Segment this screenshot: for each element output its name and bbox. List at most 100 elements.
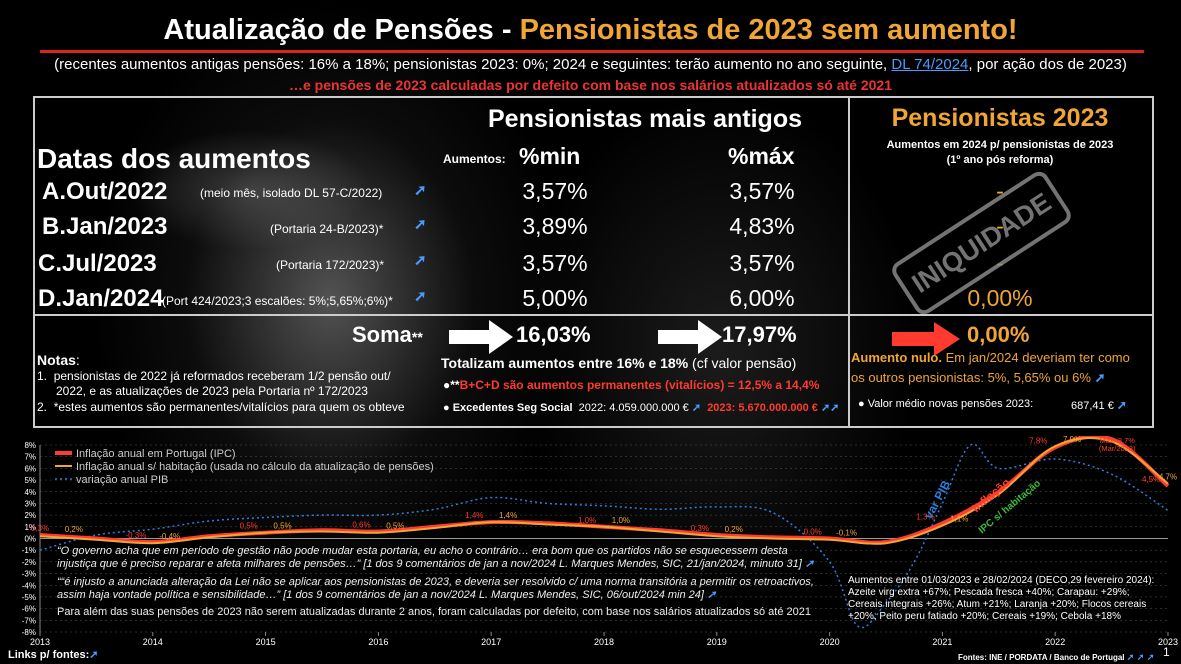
x-tick-label: 2019 — [707, 637, 727, 647]
surplus-2022: 2022: 4.059.000.000 € — [578, 402, 689, 414]
quote-1-link-icon[interactable]: ➚ — [804, 558, 815, 570]
note-1: 1. pensionistas de 2022 já reformados re… — [37, 369, 391, 383]
title-underline — [40, 50, 1144, 53]
prices-line-2: Azeite virg extra +67%; Pescada fresca +… — [848, 587, 1130, 598]
y-tick-label: 0% — [24, 535, 36, 544]
row-d-label: D.Jan/2024 — [38, 285, 164, 312]
y-tick-label: -7% — [22, 616, 36, 625]
new-pensioners-subheader-2: (1º ano pós reforma) — [946, 154, 1054, 166]
surplus-2023-link-icon[interactable]: ➚➚ — [820, 402, 840, 414]
soma-stars: ** — [411, 329, 423, 345]
page-number: 1 — [1163, 645, 1170, 659]
chart-point-labels: 0,3% 0,2% -0,3% -0,4% 0,5% 0,5% 0,6% 0,5% 1,4% 1,… — [31, 436, 1177, 541]
quote-1-line2-wrap: injustiça que é preciso reparar e afeta … — [57, 558, 814, 571]
row-c-max: 3,57% — [729, 250, 795, 276]
quote-2-line2-wrap: assim haja vontade política e sensibilid… — [57, 589, 716, 602]
data-label: 0,3% — [31, 524, 49, 533]
total-line: Totalizam aumentos entre 16% e 18% (cf v… — [441, 355, 796, 371]
soma-max: 17,97% — [722, 322, 797, 347]
y-tick-label: 3% — [24, 499, 36, 508]
data-label: 1,0% — [612, 516, 630, 525]
footer-link-icon[interactable]: ➚ — [89, 649, 99, 661]
row-b-ref: (Portaria 24-B/2023)* — [270, 222, 384, 236]
y-tick-label: -2% — [22, 558, 36, 567]
title-part2: Pensionistas de 2023 sem aumento! — [519, 14, 1018, 46]
null-increase-label: Aumento nulo. — [851, 350, 942, 365]
null-increase-link-icon[interactable]: ➚ — [1094, 370, 1106, 385]
inflation-gdp-chart: 8% 7% 6% 5% 4% 3% 2% 1% 0% -1% -2% -3% -4% -5% -6% -7% -… — [22, 436, 1178, 647]
null-increase-text2: os outros pensionistas: 5%, 5,65% ou 6% — [851, 370, 1091, 385]
prices-line-3: Cereais integrais +26%; Atum +21%; Laran… — [848, 599, 1147, 610]
data-label: 1,4% — [465, 511, 483, 520]
data-label: -0,1% — [836, 529, 857, 538]
title-part1: Atualização de Pensões - — [163, 14, 520, 46]
prices-line-1: Aumentos entre 01/03/2023 e 28/02/2024 (… — [848, 575, 1155, 586]
row-a-label: A.Out/2022 — [42, 178, 168, 205]
row-a-ref: (meio mês, isolado DL 57-C/2022) — [200, 186, 383, 200]
note-1-line1: pensionistas de 2022 já reformados receb… — [53, 369, 391, 383]
subtitle-text-before: (recentes aumentos antigas pensões: 16% … — [54, 56, 892, 73]
max-header: %máx — [728, 143, 795, 169]
row-c-min: 3,57% — [522, 250, 588, 276]
x-tick-label: 2017 — [481, 637, 501, 647]
avg-pension-label: Valor médio novas pensões 2023: — [867, 398, 1034, 410]
legend-label: Inflação anual s/ habitação (usada no cá… — [76, 461, 434, 473]
notes-title-text: Notas — [37, 352, 76, 368]
y-tick-label: -6% — [22, 605, 36, 614]
row-c-link-icon[interactable]: ➚ — [414, 252, 427, 269]
row-c-label: C.Jul/2023 — [38, 250, 157, 277]
surplus-line: ● Excedentes Seg Social 2022: 4.059.000.… — [443, 402, 840, 414]
row-b-new: - — [996, 213, 1004, 239]
total-note: (cf valor pensão) — [688, 355, 797, 371]
prices-line-4: +20%; Peito peru fatiado +20%; Cereais +… — [848, 611, 1121, 622]
old-pensioners-header: Pensionistas mais antigos — [488, 105, 802, 133]
data-label: 0,2% — [725, 525, 743, 534]
surplus-2022-link-icon[interactable]: ➚ — [691, 402, 702, 414]
y-tick-label: 1% — [24, 523, 36, 532]
footer-sources: Fontes: INE / PORDATA / Banco de Portuga… — [958, 652, 1154, 663]
x-tick-label: 2014 — [143, 637, 163, 647]
soma-text: Soma — [352, 322, 412, 347]
data-label: 0,5% — [386, 522, 404, 531]
soma-label: Soma** — [352, 322, 423, 348]
increments-table — [33, 96, 1154, 428]
dl-link[interactable]: DL 74/2024 — [891, 56, 969, 73]
row-c-ref: (Portaria 172/2023)* — [276, 258, 385, 272]
soma-new-arrow-icon — [892, 322, 960, 356]
row-d-ref: (Port 424/2023;3 escalões: 5%;5,65%;6%)* — [162, 294, 393, 308]
data-label: 1,4% — [499, 511, 517, 520]
y-tick-label: -8% — [22, 628, 36, 637]
avg-pension-link-icon[interactable]: ➚ — [1116, 398, 1127, 412]
increments-label: Aumentos: — [443, 152, 506, 166]
row-a-new: - — [996, 178, 1004, 204]
quote-1-line1: “O governo acha que em período de gestão… — [57, 545, 788, 557]
data-label: 0,5% — [273, 522, 291, 531]
x-tick-label: 2013 — [30, 637, 50, 647]
chart-y-axis: 8% 7% 6% 5% 4% 3% 2% 1% 0% -1% -2% -3% -4% -5% -6% -7% -… — [22, 441, 36, 637]
legend-label: Inflação anual em Portugal (IPC) — [76, 448, 236, 460]
min-header: %min — [519, 143, 581, 169]
footer-sources-link-icons[interactable]: ➚ ➚ ➚ — [1126, 652, 1155, 662]
subtitle: (recentes aumentos antigas pensões: 16% … — [0, 56, 1181, 73]
row-b-link-icon[interactable]: ➚ — [414, 216, 427, 233]
chart-x-axis: 2013 2014 2015 2016 2017 2018 2019 2020 2021 2022… — [30, 445, 1178, 647]
y-tick-label: -5% — [22, 593, 36, 602]
row-b-min: 3,89% — [522, 213, 588, 239]
data-label: 7,9% — [1063, 436, 1081, 444]
row-b-label: B.Jan/2023 — [42, 213, 168, 240]
y-tick-label: 5% — [24, 476, 36, 485]
row-a-link-icon[interactable]: ➚ — [414, 182, 427, 199]
x-tick-label: 2021 — [932, 637, 952, 647]
data-label: 4,7% — [1159, 473, 1177, 482]
y-tick-label: -4% — [22, 581, 36, 590]
row-c-new: - — [996, 250, 1004, 276]
data-label: 1,0% — [578, 516, 596, 525]
avg-pension-value: 687,41 € — [1071, 400, 1114, 412]
row-d-link-icon[interactable]: ➚ — [414, 288, 427, 305]
note-2: 2. *estes aumentos são permanentes/vital… — [37, 400, 405, 414]
y-tick-label: 2% — [24, 511, 36, 520]
footer-sources-text: Fontes: INE / PORDATA / Banco de Portuga… — [958, 653, 1125, 662]
quote-2-link-icon[interactable]: ➚ — [707, 589, 717, 601]
row-d-min: 5,00% — [522, 285, 588, 311]
